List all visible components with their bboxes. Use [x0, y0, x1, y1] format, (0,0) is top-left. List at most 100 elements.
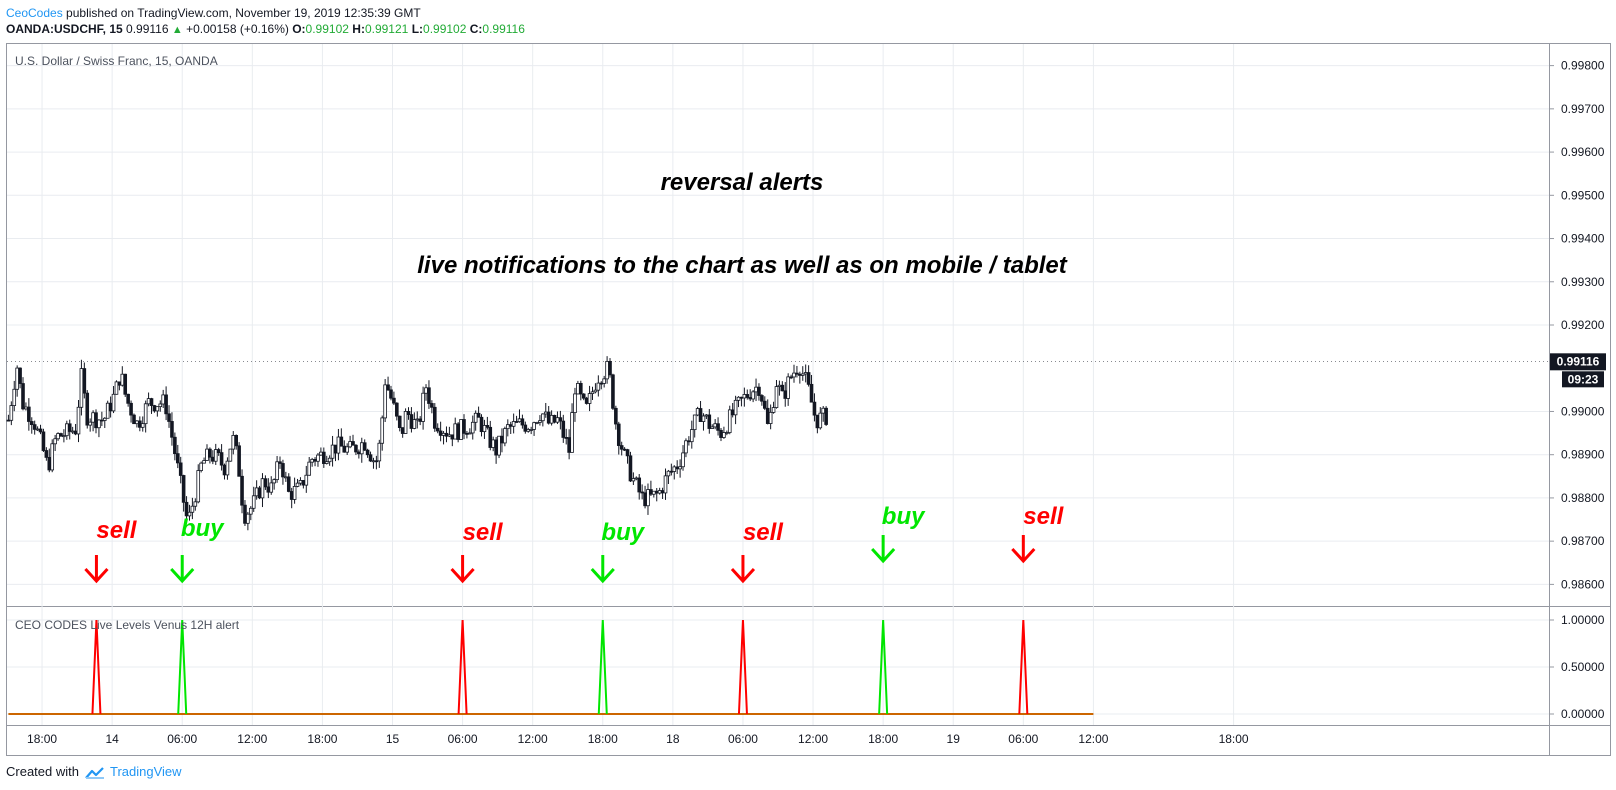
indicator-tick-label: 0.00000	[1561, 707, 1605, 721]
buy-arrowhead-icon	[590, 567, 615, 584]
candle-body	[111, 393, 116, 412]
candle-body	[757, 386, 761, 396]
high-value: 0.99121	[364, 22, 409, 36]
candle-body	[307, 461, 312, 476]
footer: Created with TradingView	[6, 764, 182, 780]
candle-body	[424, 387, 428, 394]
candle-body	[94, 412, 98, 429]
candle-body	[450, 434, 455, 440]
candle-body	[181, 475, 186, 503]
candle-body	[400, 427, 405, 434]
candle-body	[564, 437, 569, 439]
candle-body	[29, 421, 34, 426]
candle-body	[108, 402, 113, 412]
time-tick-label: 12:00	[237, 732, 267, 746]
candle-body	[780, 384, 785, 392]
candle-body	[485, 425, 490, 428]
symbol-info: OANDA:USDCHF, 15 0.99116 ▲ +0.00158 (+0.…	[6, 22, 525, 36]
candle-body	[412, 419, 417, 429]
candle-body	[173, 436, 177, 455]
candle-body	[742, 394, 747, 399]
sell-arrowhead-icon	[450, 567, 475, 584]
candle-body	[666, 470, 671, 477]
candle-body	[392, 397, 396, 404]
chart-title: U.S. Dollar / Swiss Franc, 15, OANDA	[15, 54, 218, 68]
candle-body	[272, 479, 276, 484]
candle-body	[295, 482, 300, 487]
candle-body	[263, 478, 268, 488]
candle-body	[722, 432, 726, 438]
candle-body	[406, 411, 411, 415]
candle-body	[88, 421, 92, 426]
tradingview-link[interactable]: TradingView	[110, 764, 182, 779]
candle-body	[386, 384, 390, 391]
candle-body	[199, 462, 203, 471]
indicator-tick-label: 1.00000	[1561, 613, 1605, 627]
candle-body	[447, 434, 452, 437]
candle-body	[278, 461, 282, 464]
candle-body	[523, 424, 528, 432]
candle-body	[205, 448, 209, 461]
time-tick-label: 18:00	[27, 732, 57, 746]
candle-body	[126, 393, 130, 404]
signal-label-buy: buy	[181, 515, 225, 542]
candle-body	[579, 383, 583, 395]
candle-body	[538, 420, 542, 423]
candle-body	[576, 383, 580, 395]
time-tick-label: 06:00	[728, 732, 758, 746]
candle-body	[281, 463, 285, 478]
candle-body	[619, 445, 624, 450]
buy-arrowhead-icon	[170, 567, 195, 584]
price-change: +0.00158 (+0.16%)	[186, 22, 289, 36]
candle-body	[354, 444, 358, 453]
candle-body	[38, 428, 43, 433]
candle-body	[167, 413, 171, 422]
candle-body	[27, 406, 31, 422]
candle-body	[599, 382, 604, 385]
candle-body	[6, 419, 11, 422]
price-tick-label: 0.98900	[1561, 448, 1605, 462]
candle-body	[707, 414, 712, 429]
candle-body	[596, 382, 601, 391]
candle-body	[494, 439, 498, 456]
candle-body	[727, 409, 732, 433]
candle-body	[140, 423, 145, 428]
candle-body	[371, 460, 376, 463]
candle-body	[158, 403, 163, 408]
candle-body	[567, 437, 571, 453]
candle-body	[175, 453, 180, 464]
candle-body	[432, 406, 437, 429]
candle-body	[418, 418, 422, 422]
candle-body	[459, 419, 463, 440]
candle-body	[488, 426, 493, 448]
candle-body	[330, 444, 335, 459]
low-label: L:	[411, 22, 424, 36]
candle-body	[269, 482, 274, 493]
candle-body	[114, 381, 119, 395]
candle-body	[222, 464, 227, 476]
candle-body	[561, 420, 566, 438]
candle-body	[44, 450, 49, 458]
candle-body	[18, 367, 22, 384]
candle-body	[754, 386, 758, 393]
time-tick-label: 06:00	[167, 732, 197, 746]
candle-body	[231, 435, 236, 450]
candle-body	[15, 367, 19, 390]
signal-label-buy: buy	[882, 503, 926, 530]
author-link[interactable]: CeoCodes	[6, 6, 63, 20]
candle-body	[170, 421, 174, 438]
candle-body	[254, 487, 259, 497]
candle-body	[590, 391, 595, 394]
candle-body	[240, 475, 244, 506]
candle-body	[225, 460, 230, 476]
candle-body	[549, 414, 554, 424]
candle-body	[611, 374, 615, 409]
time-tick-label: 15	[386, 732, 400, 746]
candle-body	[614, 407, 618, 425]
candle-body	[211, 456, 215, 462]
candle-body	[760, 395, 764, 402]
candle-body	[684, 440, 688, 454]
candle-body	[643, 492, 647, 507]
candle-body	[187, 511, 192, 517]
